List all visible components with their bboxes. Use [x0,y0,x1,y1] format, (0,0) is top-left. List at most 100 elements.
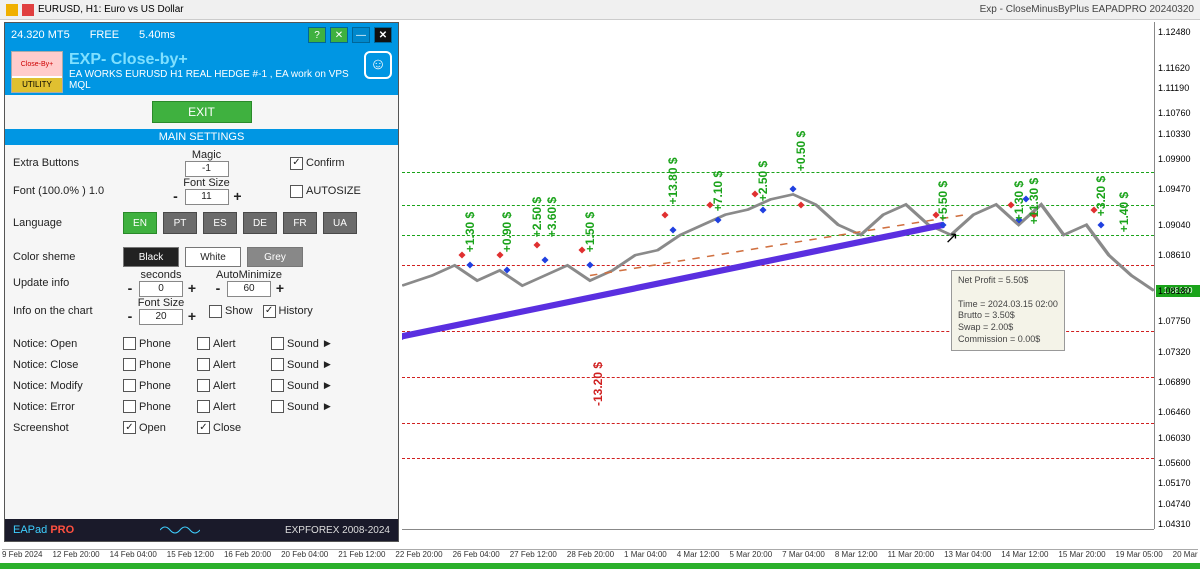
y-tick: 1.04310 [1158,519,1191,529]
y-tick: 1.09900 [1158,154,1191,164]
x-tick: 13 Mar 04:00 [944,550,991,559]
font-value[interactable]: 11 [185,189,229,205]
y-tick: 1.12480 [1158,27,1191,37]
chart-plot[interactable]: +1.30 $+0.90 $+2.50 $+3.60 $+1.50 $-13.2… [402,22,1154,529]
lang-button-pt[interactable]: PT [163,212,197,234]
info-font-value[interactable]: 20 [139,309,183,325]
y-tick: 1.08180 [1158,286,1191,296]
alert-checkbox[interactable] [197,379,210,392]
close-icon[interactable]: ✕ [374,27,392,43]
scheme-black-button[interactable]: Black [123,247,179,267]
x-tick: 7 Mar 04:00 [782,550,825,559]
panel-footer: EAPad PRO EXPFOREX 2008-2024 [5,519,398,541]
show-label: Show [225,305,253,317]
footer-copyright: EXPFOREX 2008-2024 [285,525,390,536]
chart-title: Exp - CloseMinusByPlus EAPADPRO 20240320 [980,4,1194,15]
phone-checkbox[interactable] [123,379,136,392]
sound-checkbox[interactable] [271,337,284,350]
automin-value[interactable]: 60 [227,281,271,297]
y-tick: 1.08610 [1158,250,1191,260]
info-font-plus[interactable]: + [185,309,199,325]
y-tick: 1.11190 [1158,83,1189,93]
lang-button-ua[interactable]: UA [323,212,357,234]
x-axis [402,529,1154,547]
automin-minus[interactable]: - [211,281,225,297]
phone-checkbox[interactable] [123,337,136,350]
panel-header: 24.320 MT5 FREE 5.40ms ? ✕ — ✕ [5,23,398,47]
help-icon[interactable]: ? [308,27,326,43]
notice-label: Notice: Modify [13,380,123,392]
chart-area[interactable]: +1.30 $+0.90 $+2.50 $+3.60 $+1.50 $-13.2… [402,22,1200,547]
autominimize-caption: AutoMinimize [216,269,282,281]
phone-checkbox[interactable] [123,400,136,413]
alert-checkbox[interactable] [197,400,210,413]
y-tick: 1.09470 [1158,184,1191,194]
color-scheme-label: Color sheme [13,251,123,263]
profit-label: +3.20 $ [1094,176,1108,216]
smiley-icon[interactable]: ☺ [364,51,392,79]
exit-button[interactable]: EXIT [152,101,252,123]
seconds-value[interactable]: 0 [139,281,183,297]
autosize-label: AUTOSIZE [306,185,361,197]
ea-subtitle: EA WORKS EURUSD H1 REAL HEDGE #-1 , EA w… [69,69,358,91]
x-tick: 28 Feb 20:00 [567,550,614,559]
profit-label: +3.60 $ [545,196,559,236]
x-tick: 9 Feb 2024 [2,550,42,559]
notice-label: Notice: Close [13,359,123,371]
y-tick: 1.06460 [1158,407,1191,417]
profit-label: +5.50 $ [936,181,950,221]
scheme-white-button[interactable]: White [185,247,241,267]
screenshot-open-checkbox[interactable]: ✓ [123,421,136,434]
automin-plus[interactable]: + [273,281,287,297]
chevron-right-icon[interactable]: ▶ [324,401,331,412]
minimize-icon[interactable]: — [352,27,370,43]
alert-checkbox[interactable] [197,337,210,350]
screenshot-label: Screenshot [13,422,123,434]
lang-button-es[interactable]: ES [203,212,237,234]
chevron-right-icon[interactable]: ▶ [324,338,331,349]
chevron-right-icon[interactable]: ▶ [324,359,331,370]
font-label: Font (100.0% ) 1.0 [13,185,123,197]
extra-buttons-label: Extra Buttons [13,157,123,169]
font-plus[interactable]: + [231,189,245,205]
font-minus[interactable]: - [169,189,183,205]
cursor-icon: ↖ [945,228,958,248]
show-checkbox[interactable] [209,305,222,318]
scheme-grey-button[interactable]: Grey [247,247,303,267]
alert-checkbox[interactable] [197,358,210,371]
ea-title: EXP- Close-by+ [69,51,358,69]
app-icon [6,4,18,16]
lang-button-de[interactable]: DE [243,212,277,234]
sound-checkbox[interactable] [271,358,284,371]
sound-checkbox[interactable] [271,400,284,413]
screenshot-close-label: Close [213,422,241,434]
settings-icon[interactable]: ✕ [330,27,348,43]
history-checkbox[interactable]: ✓ [263,305,276,318]
confirm-checkbox[interactable]: ✓ [290,157,303,170]
notice-row: Notice: OpenPhoneAlertSound▶ [13,333,390,354]
info-font-minus[interactable]: - [123,309,137,325]
x-tick: 15 Feb 12:00 [167,550,214,559]
phone-checkbox[interactable] [123,358,136,371]
x-tick: 12 Feb 20:00 [52,550,99,559]
autosize-checkbox[interactable] [290,185,303,198]
language-label: Language [13,217,123,229]
y-tick: 1.07750 [1158,316,1191,326]
x-tick: 27 Feb 12:00 [510,550,557,559]
lang-button-fr[interactable]: FR [283,212,317,234]
y-tick: 1.06890 [1158,377,1191,387]
seconds-minus[interactable]: - [123,281,137,297]
x-tick: 8 Mar 12:00 [835,550,878,559]
version-label: 24.320 MT5 [11,29,70,41]
profit-label: +13.80 $ [666,158,680,205]
info-chart-label: Info on the chart [13,305,123,317]
seconds-plus[interactable]: + [185,281,199,297]
chevron-right-icon[interactable]: ▶ [324,380,331,391]
notice-label: Notice: Open [13,338,123,350]
x-tick: 1 Mar 04:00 [624,550,667,559]
sound-checkbox[interactable] [271,379,284,392]
lang-button-en[interactable]: EN [123,212,157,234]
magic-value[interactable]: -1 [185,161,229,177]
section-main-settings: MAIN SETTINGS [5,129,398,145]
screenshot-close-checkbox[interactable]: ✓ [197,421,210,434]
